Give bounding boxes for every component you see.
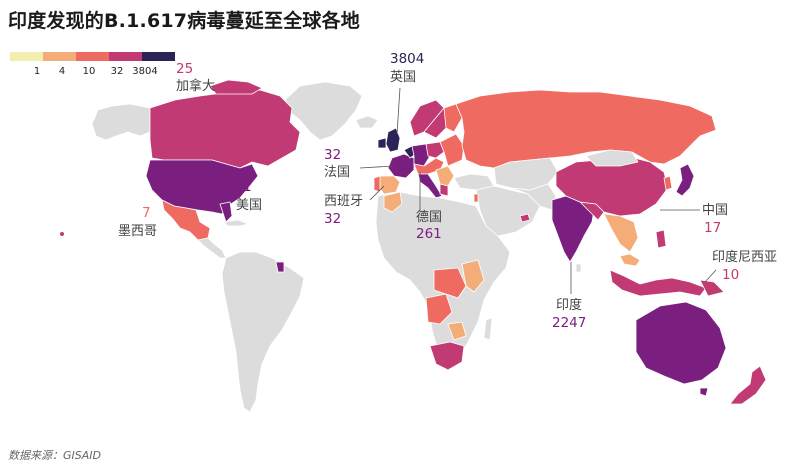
region-east-africa <box>461 259 485 293</box>
region-cuba <box>223 219 249 227</box>
region-hawaii <box>60 232 64 236</box>
legend-label-1: 1 <box>33 66 41 77</box>
region-poland <box>425 141 445 159</box>
legend-label-3804: 3804 <box>132 66 158 77</box>
legend-label-4: 4 <box>58 66 66 77</box>
label-spain: 西班牙 <box>324 194 364 209</box>
count-uk: 3804 <box>390 51 425 67</box>
region-philippines <box>655 229 667 249</box>
leader-indonesia <box>704 269 717 283</box>
region-ireland <box>377 137 387 149</box>
region-central-asia <box>493 157 559 191</box>
region-morocco <box>383 191 403 213</box>
region-balkans <box>435 165 455 187</box>
region-russia <box>455 89 717 169</box>
legend-swatch-4 <box>142 52 175 61</box>
region-alaska <box>91 103 153 141</box>
region-australia <box>635 301 727 385</box>
region-israel <box>473 193 479 203</box>
region-eastern-europe <box>439 133 465 167</box>
region-south-africa <box>429 341 465 371</box>
count-mexico: 7 <box>142 205 151 221</box>
count-canada: 25 <box>176 61 194 77</box>
count-france: 32 <box>324 147 342 163</box>
count-usa: 911 <box>226 179 252 195</box>
region-angola <box>425 293 453 325</box>
label-china: 中国 <box>702 203 729 218</box>
count-china: 17 <box>704 220 722 236</box>
map-title: 印度发现的B.1.617病毒蔓延至全球各地 <box>8 10 360 32</box>
label-canada: 加拿大 <box>176 79 216 94</box>
region-southeast-asia <box>603 213 639 253</box>
label-uk: 英国 <box>390 70 417 85</box>
region-italy <box>417 173 443 199</box>
region-tasmania <box>699 387 709 397</box>
leader-uk <box>396 87 401 135</box>
region-mongolia <box>585 149 639 167</box>
region-madagascar <box>483 317 493 341</box>
region-congo <box>433 267 467 299</box>
leader-france <box>359 165 395 169</box>
region-zambia <box>447 321 467 341</box>
count-indonesia: 10 <box>722 267 740 283</box>
region-middle-east <box>475 185 541 237</box>
region-central-america <box>197 237 227 259</box>
region-uk <box>385 127 401 153</box>
region-korea <box>663 175 673 191</box>
region-french-guiana <box>275 261 285 273</box>
region-canada-arctic <box>209 79 263 95</box>
label-india: 印度 <box>556 298 583 313</box>
region-indonesia <box>609 269 707 297</box>
region-malaysia <box>619 253 641 267</box>
count-germany: 261 <box>416 226 442 242</box>
region-portugal <box>373 175 381 193</box>
source-note: 数据来源：GISAID <box>8 449 101 462</box>
region-sri-lanka <box>575 263 582 273</box>
count-india: 2247 <box>552 315 587 331</box>
region-iceland <box>355 115 379 129</box>
region-greece <box>439 183 449 197</box>
legend-swatch-1 <box>43 52 76 61</box>
legend-swatch-0 <box>10 52 43 61</box>
region-new-zealand <box>729 365 767 405</box>
label-france: 法国 <box>324 165 351 180</box>
region-south-america <box>221 251 305 413</box>
region-florida <box>219 201 233 223</box>
label-indonesia: 印度尼西亚 <box>712 250 778 265</box>
leader-spain <box>369 185 385 201</box>
count-spain: 32 <box>324 211 342 227</box>
label-usa: 美国 <box>236 198 263 213</box>
region-canada <box>149 89 301 169</box>
label-mexico: 墨西哥 <box>118 224 158 239</box>
region-greenland <box>284 81 363 141</box>
label-germany: 德国 <box>416 210 443 225</box>
legend-swatch-3 <box>109 52 142 61</box>
region-finland <box>443 103 463 133</box>
legend-label-10: 10 <box>82 66 96 77</box>
region-uae <box>519 213 531 223</box>
region-japan <box>675 163 695 197</box>
region-france <box>387 153 415 179</box>
region-papua <box>699 279 725 297</box>
legend-swatch-2 <box>76 52 109 61</box>
region-spain <box>377 175 401 195</box>
legend-label-32: 32 <box>110 66 124 77</box>
